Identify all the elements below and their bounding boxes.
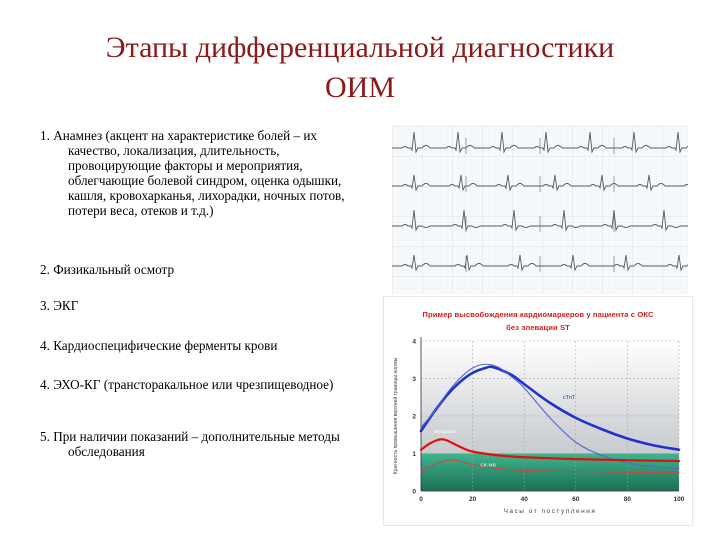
ecg-trace-row <box>392 131 688 154</box>
x-axis-label: Часы от поступления <box>504 508 597 515</box>
chart-title-line-2: без элевации ST <box>506 323 570 332</box>
list-item-text: 2. Физикальный осмотр <box>40 262 175 277</box>
list-item-text: 3. ЭКГ <box>40 298 79 313</box>
series-label-ctnt: cTnT <box>563 395 576 401</box>
y-tick-label: 1 <box>412 451 416 458</box>
series-label-ck-mb: CK-MB <box>480 463 495 469</box>
series-label-myoglobin: Myoglobin <box>434 429 456 435</box>
x-tick-label: 80 <box>624 496 632 503</box>
list-item-additional: 5. При наличии показаний – дополнительны… <box>40 429 360 459</box>
chart-title-line-1: Пример высвобождения кардиомаркеров у па… <box>422 310 654 319</box>
ecg-trace-row <box>392 209 688 232</box>
list-item-echo: 4. ЭХО-КГ (трансторакальное или чрезпище… <box>40 377 360 392</box>
page-title-line-1: Этапы дифференциальной диагностики <box>105 31 615 64</box>
series-line-ctni <box>419 365 681 452</box>
x-tick-label: 0 <box>419 496 423 503</box>
x-tick-label: 60 <box>572 496 580 503</box>
y-axis-label: Кратность превышения верхней границы нор… <box>392 357 399 474</box>
y-tick-label: 2 <box>412 414 416 421</box>
x-tick-label: 40 <box>521 496 529 503</box>
ecg-trace-row <box>392 174 688 192</box>
list-item-ecg: 3. ЭКГ <box>40 298 360 313</box>
list-item-physical-exam: 2. Физикальный осмотр <box>40 262 360 277</box>
list-item-enzymes: 4. Кардиоспецифические ферменты крови <box>40 338 360 353</box>
x-tick-label: 20 <box>469 496 477 503</box>
page-title: Этапы дифференциальной диагностики ОИМ <box>0 28 720 108</box>
list-item-text: 1. Анамнез (акцент на характеристике бол… <box>40 128 345 218</box>
y-tick-label: 0 <box>412 489 416 496</box>
x-tick-label: 100 <box>674 496 685 503</box>
list-item-text: 5. При наличии показаний – дополнительны… <box>40 429 340 459</box>
series-label-ctni: cTnI <box>576 358 587 364</box>
cardiomarker-chart: 0 1 2 3 4 0 20 40 60 80 100 Часы от поступления Крат… <box>383 296 693 526</box>
y-tick-label: 3 <box>412 376 416 383</box>
list-item-anamnesis: 1. Анамнез (акцент на характеристике бол… <box>40 128 360 218</box>
y-tick-label: 4 <box>412 339 416 346</box>
ecg-strip-image <box>392 126 688 294</box>
list-item-text: 4. ЭХО-КГ (трансторакальное или чрезпище… <box>40 377 334 392</box>
series-line-ck-mb <box>420 459 680 473</box>
series-line-myoglobin <box>419 438 681 463</box>
list-item-text: 4. Кардиоспецифические ферменты крови <box>40 338 278 353</box>
page-title-line-2: ОИМ <box>324 71 395 104</box>
ecg-trace-row <box>392 254 688 272</box>
